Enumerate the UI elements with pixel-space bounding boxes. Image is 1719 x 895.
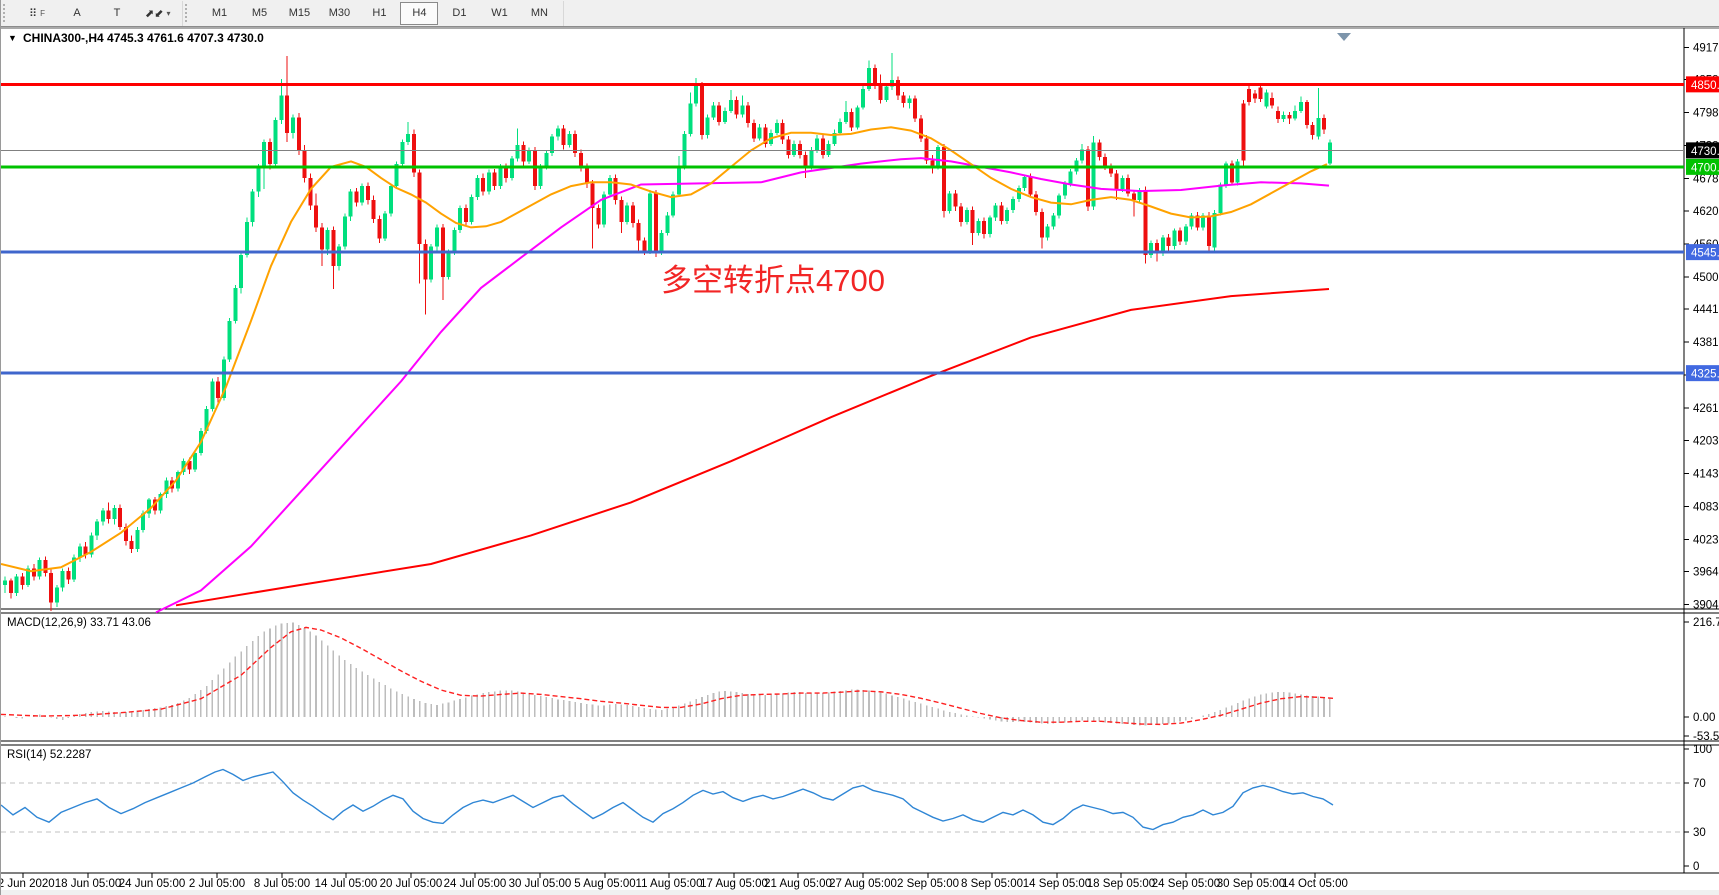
timeframe-button-mn[interactable]: MN	[530, 7, 548, 19]
svg-text:216.78: 216.78	[1693, 617, 1719, 629]
svg-text:30 Jul 05:00: 30 Jul 05:00	[509, 878, 572, 890]
svg-text:3904.5: 3904.5	[1693, 599, 1719, 611]
price-label-4700.0	[1686, 158, 1719, 175]
svg-text:20 Jul 05:00: 20 Jul 05:00	[380, 878, 443, 890]
price-label-4730.0	[1686, 142, 1719, 159]
svg-text:4730.0: 4730.0	[1691, 146, 1719, 158]
svg-text:4500.0: 4500.0	[1693, 272, 1719, 284]
svg-text:4261.5: 4261.5	[1693, 403, 1719, 415]
ma-fast-orange	[1, 126, 1328, 573]
svg-text:2 Jul 05:00: 2 Jul 05:00	[189, 878, 245, 890]
svg-text:0: 0	[1693, 861, 1699, 873]
axes-labels[interactable]: 4917.04858.54798.54738.54678.54620.04560…	[1, 43, 1719, 891]
svg-text:11 Aug 05:00: 11 Aug 05:00	[636, 878, 703, 890]
svg-text:100: 100	[1693, 744, 1712, 756]
timeframe-button-m1[interactable]: M1	[211, 7, 228, 19]
timeframes-group: M1 M5 M15 M30 H1 H4 D1 W1 MN	[195, 0, 565, 26]
svg-text:0.00: 0.00	[1693, 712, 1715, 724]
timeframe-button-d1[interactable]: D1	[452, 7, 467, 19]
svg-text:2 Sep 05:00: 2 Sep 05:00	[897, 878, 959, 890]
svg-text:4798.5: 4798.5	[1693, 108, 1719, 120]
svg-text:8 Jul 05:00: 8 Jul 05:00	[254, 878, 310, 890]
svg-text:4023.0: 4023.0	[1693, 534, 1719, 546]
timeframe-button-w1[interactable]: W1	[491, 7, 508, 19]
timeframe-button-m5[interactable]: M5	[251, 7, 268, 19]
candlesticks	[3, 53, 1332, 611]
ma-slow-red	[175, 288, 1330, 607]
macd-signal-line	[1, 626, 1334, 726]
svg-text:30 Sep 05:00: 30 Sep 05:00	[1217, 878, 1285, 890]
svg-text:4620.0: 4620.0	[1693, 206, 1719, 218]
chart-shift-marker-icon[interactable]	[1337, 33, 1351, 41]
macd-panel	[1, 622, 1334, 726]
svg-text:4325.0: 4325.0	[1691, 369, 1719, 381]
svg-text:5 Aug 05:00: 5 Aug 05:00	[574, 878, 635, 890]
svg-text:14 Sep 05:00: 14 Sep 05:00	[1023, 878, 1091, 890]
svg-text:24 Jun 05:00: 24 Jun 05:00	[119, 878, 186, 890]
toolbar-drag-handle[interactable]	[3, 4, 9, 22]
price-label-4325.0	[1686, 365, 1719, 382]
svg-text:4917.0: 4917.0	[1693, 43, 1719, 55]
svg-text:8 Sep 05:00: 8 Sep 05:00	[961, 878, 1023, 890]
svg-text:17 Aug 05:00: 17 Aug 05:00	[700, 878, 768, 890]
chart-annotation-text[interactable]: 多空转折点4700	[661, 263, 885, 298]
timeframe-button-h1[interactable]: H1	[372, 7, 387, 19]
text-label-tool-button[interactable]: T	[113, 7, 121, 19]
svg-text:4381.5: 4381.5	[1693, 337, 1719, 349]
svg-text:18 Sep 05:00: 18 Sep 05:00	[1087, 878, 1155, 890]
price-label-4850.0	[1686, 76, 1719, 93]
rsi-panel	[1, 768, 1684, 833]
timeframe-button-m15[interactable]: M15	[288, 7, 311, 19]
text-annotation-tool-button[interactable]: A	[73, 7, 81, 19]
svg-text:4203.0: 4203.0	[1693, 435, 1719, 447]
svg-text:24 Jul 05:00: 24 Jul 05:00	[444, 878, 507, 890]
toolbar-drag-handle-2[interactable]	[185, 4, 191, 22]
svg-text:4700.0: 4700.0	[1691, 162, 1719, 174]
horizontal-level-lines[interactable]	[1, 82, 1684, 375]
drawing-tools-group: ⠿ F A T ⬈⬋ ▾	[13, 0, 184, 26]
svg-text:27 Aug 05:00: 27 Aug 05:00	[829, 878, 897, 890]
rsi-label: RSI(14) 52.2287	[7, 749, 91, 761]
svg-text:21 Aug 05:00: 21 Aug 05:00	[764, 878, 832, 890]
svg-text:-53.53: -53.53	[1693, 731, 1719, 743]
timeframe-button-m30[interactable]: M30	[328, 7, 351, 19]
symbol-title: CHINA300-,H4 4745.3 4761.6 4707.3 4730.0	[23, 31, 264, 45]
shapes-arrows-tool-button[interactable]: ⬈⬋ ▾	[145, 7, 171, 20]
svg-text:4143.0: 4143.0	[1693, 468, 1719, 480]
svg-text:3964.5: 3964.5	[1693, 566, 1719, 578]
svg-text:4083.0: 4083.0	[1693, 501, 1719, 513]
svg-text:12 Jun 2020: 12 Jun 2020	[1, 878, 55, 890]
svg-text:18 Jun 05:00: 18 Jun 05:00	[55, 878, 122, 890]
svg-text:4850.0: 4850.0	[1691, 80, 1719, 92]
svg-text:4678.5: 4678.5	[1693, 174, 1719, 186]
rsi-line	[1, 768, 1334, 831]
price-label-4545.0	[1686, 244, 1719, 261]
timeframe-button-h4[interactable]: H4	[400, 1, 439, 25]
collapse-arrow-icon[interactable]: ▼	[8, 33, 17, 43]
svg-text:4545.0: 4545.0	[1691, 248, 1719, 260]
macd-label: MACD(12,26,9) 33.71 43.06	[7, 617, 151, 629]
chart-frame	[1, 27, 1719, 895]
svg-text:70: 70	[1693, 778, 1706, 790]
svg-text:14 Jul 05:00: 14 Jul 05:00	[315, 878, 378, 890]
toolbar: ⠿ F A T ⬈⬋ ▾ M1 M5 M15 M30 H1 H4 D1 W1 MN	[1, 0, 1719, 27]
svg-text:24 Sep 05:00: 24 Sep 05:00	[1152, 878, 1220, 890]
svg-text:4441.5: 4441.5	[1693, 304, 1719, 316]
cursor-grid-tool-button[interactable]: ⠿ F	[29, 7, 45, 20]
svg-text:14 Oct 05:00: 14 Oct 05:00	[1282, 878, 1348, 890]
svg-text:30: 30	[1693, 827, 1706, 839]
